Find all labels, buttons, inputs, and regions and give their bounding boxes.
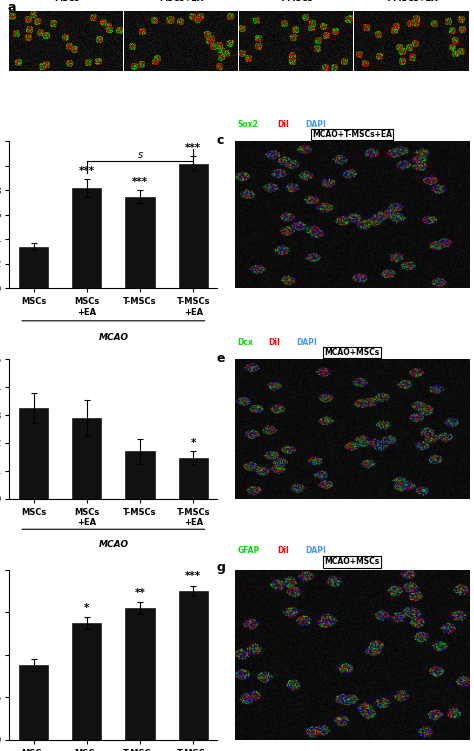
Text: s: s <box>137 150 143 160</box>
Text: *: * <box>84 603 90 613</box>
Text: MSCs+EA: MSCs+EA <box>160 0 204 2</box>
Text: MCAO+MSCs: MCAO+MSCs <box>325 348 380 357</box>
Bar <box>72 418 101 499</box>
Text: MCAO+T-MSCs+EA: MCAO+T-MSCs+EA <box>312 130 392 139</box>
Text: MCAO: MCAO <box>99 333 128 342</box>
Bar <box>125 451 155 499</box>
Bar <box>72 188 101 288</box>
Bar <box>72 623 101 740</box>
Bar <box>19 247 48 288</box>
Text: ***: *** <box>132 176 148 187</box>
Text: T-MSCs+EA: T-MSCs+EA <box>385 0 438 2</box>
Bar <box>179 458 208 499</box>
Text: DAPI: DAPI <box>296 339 317 348</box>
Bar <box>179 591 208 740</box>
Text: T-MSCs: T-MSCs <box>280 0 314 2</box>
Text: MCAO+MSCs: MCAO+MSCs <box>325 557 380 566</box>
Bar <box>19 408 48 499</box>
Text: e: e <box>216 352 225 366</box>
Text: c: c <box>216 134 224 147</box>
Text: Sox2: Sox2 <box>237 120 258 128</box>
Text: ***: *** <box>185 572 201 581</box>
Text: MSCs: MSCs <box>55 0 80 2</box>
Bar <box>179 164 208 288</box>
Text: DiI: DiI <box>268 339 280 348</box>
Bar <box>19 665 48 740</box>
Text: *: * <box>191 438 196 448</box>
Bar <box>125 608 155 740</box>
Text: GFAP: GFAP <box>237 545 260 554</box>
Text: a: a <box>7 1 16 14</box>
Text: MCAO: MCAO <box>99 541 128 550</box>
Text: ***: *** <box>79 166 95 176</box>
Text: ***: *** <box>185 143 201 152</box>
Text: Dcx: Dcx <box>237 339 253 348</box>
Text: g: g <box>216 561 225 574</box>
Text: **: ** <box>135 587 146 598</box>
Text: DiI: DiI <box>277 545 289 554</box>
Text: DAPI: DAPI <box>305 120 326 128</box>
Text: DAPI: DAPI <box>305 545 326 554</box>
Text: DiI: DiI <box>277 120 289 128</box>
Bar <box>125 197 155 288</box>
